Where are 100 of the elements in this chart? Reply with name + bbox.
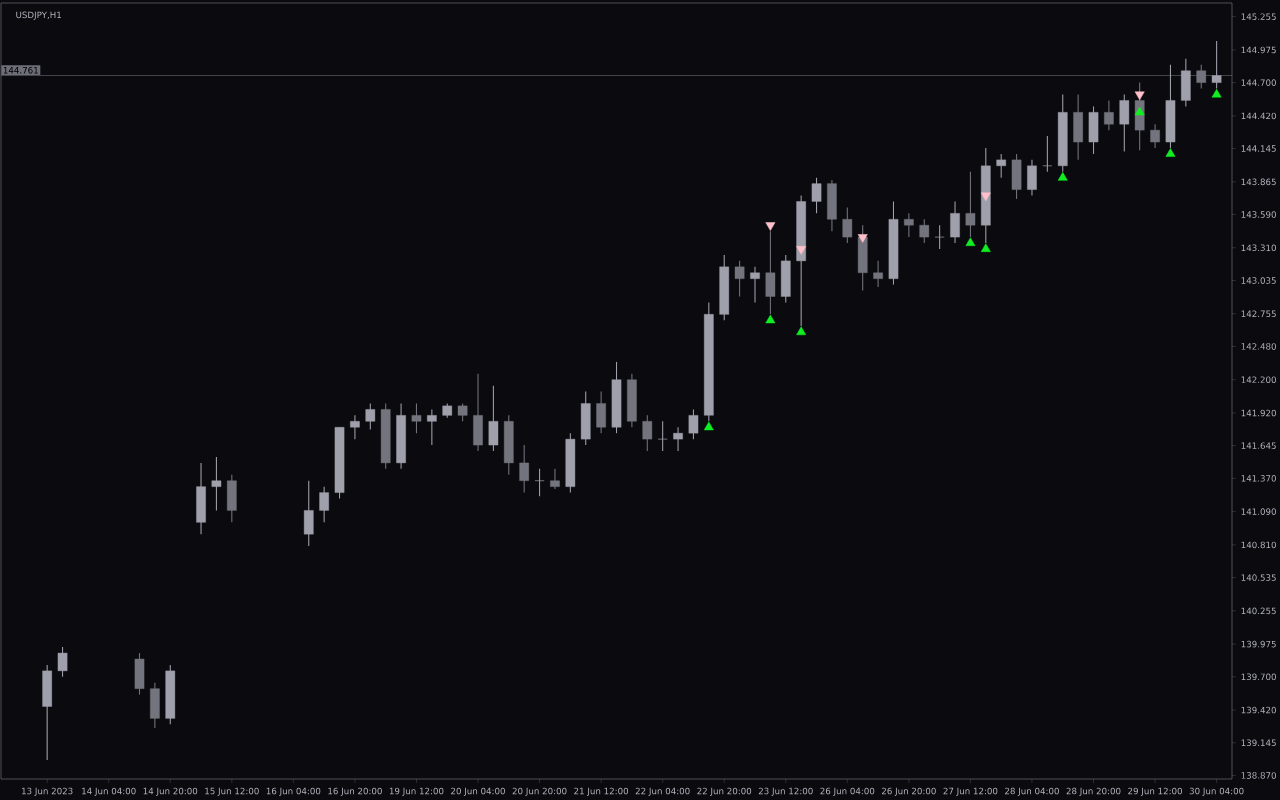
candlestick — [457, 402, 468, 422]
candlestick — [965, 171, 976, 238]
x-tick-label: 15 Jun 12:00 — [205, 787, 259, 796]
x-tick-label: 26 Jun 04:00 — [820, 787, 875, 796]
point — [703, 421, 714, 431]
point — [765, 314, 776, 324]
x-tick-label: 20 Jun 04:00 — [451, 787, 505, 796]
y-tick-label: 141.090 — [1241, 508, 1276, 515]
candlestick — [550, 468, 560, 490]
candlestick — [42, 664, 52, 761]
candlestick — [488, 385, 499, 452]
x-tick-label: 13 Jun 2023 — [22, 787, 73, 796]
point — [796, 326, 807, 336]
candlestick — [1119, 93, 1130, 153]
x-tick-label: 22 Jun 20:00 — [697, 787, 752, 796]
x-tick-label: 28 Jun 04:00 — [1005, 787, 1059, 796]
candlestick — [334, 426, 345, 500]
candlestick — [734, 260, 745, 298]
candlestick — [704, 301, 714, 422]
x-tick-label: 28 Jun 20:00 — [1066, 787, 1121, 796]
x-tick-label: 30 Jun 04:00 — [1189, 787, 1244, 796]
candlestick — [996, 153, 1007, 179]
candlestick — [1057, 93, 1068, 173]
candlestick — [688, 408, 699, 440]
candlestick — [888, 200, 899, 286]
candlestick — [411, 402, 422, 434]
x-tick-label: 20 Jun 20:00 — [512, 787, 567, 796]
candlestick — [1165, 64, 1176, 149]
candlestick — [1088, 105, 1099, 155]
y-tick-label: 144.145 — [1241, 145, 1276, 152]
y-tick-label: 138.870 — [1241, 772, 1276, 779]
x-tick-label: 14 Jun 04:00 — [82, 787, 136, 796]
candlestick — [519, 444, 529, 494]
y-tick-label: 145.255 — [1241, 13, 1276, 20]
x-tick-label: 29 Jun 12:00 — [1128, 787, 1183, 796]
candlestick — [750, 266, 760, 304]
point — [1134, 106, 1145, 116]
x-tick-label: 22 Jun 04:00 — [635, 787, 690, 796]
y-tick-label: 139.145 — [1241, 739, 1276, 747]
y-tick-label: 141.370 — [1241, 475, 1276, 482]
candlestick — [442, 402, 453, 419]
candlestick — [780, 254, 791, 304]
candlestick — [57, 646, 68, 678]
y-tick-label: 144.420 — [1241, 112, 1276, 120]
candlestick — [165, 664, 176, 725]
candlestick — [350, 414, 360, 440]
candlestick — [565, 432, 576, 494]
x-tick-label: 23 Jun 12:00 — [758, 787, 813, 796]
candlestick — [227, 474, 237, 523]
point — [1165, 148, 1176, 157]
y-tick-label: 140.810 — [1241, 541, 1276, 549]
point — [965, 237, 976, 246]
point — [1211, 88, 1222, 98]
candlestick — [719, 254, 730, 321]
x-tick-label: 27 Jun 12:00 — [943, 787, 998, 796]
candlestick — [765, 230, 776, 315]
candlestick — [134, 652, 145, 696]
candlestick — [380, 402, 391, 470]
y-tick-label: 143.035 — [1241, 277, 1276, 284]
ref-line-label: 144.761 — [3, 66, 38, 74]
candlestick — [534, 468, 545, 497]
y-tick-label: 143.865 — [1241, 178, 1276, 186]
candlestick — [503, 414, 514, 476]
candlestick — [919, 218, 930, 244]
candlestick — [365, 402, 376, 431]
y-tick-label: 144.700 — [1241, 79, 1276, 86]
point — [1057, 172, 1068, 181]
y-tick-label: 139.420 — [1241, 706, 1276, 714]
candlestick — [904, 212, 914, 238]
candlestick — [1011, 153, 1022, 200]
y-tick-label: 144.975 — [1241, 46, 1276, 54]
candlestick — [811, 177, 822, 214]
x-tick-label: 26 Jun 20:00 — [881, 787, 936, 796]
candlestick — [673, 426, 683, 452]
y-tick-label: 142.755 — [1241, 310, 1276, 318]
y-tick-label: 140.255 — [1241, 607, 1276, 615]
candlestick — [580, 391, 591, 446]
x-tick-label: 16 Jun 20:00 — [328, 787, 382, 796]
y-tick-label: 142.480 — [1241, 343, 1276, 350]
x-tick-label: 16 Jun 04:00 — [266, 787, 321, 796]
candlestick — [427, 408, 437, 446]
y-tick-label: 141.920 — [1241, 409, 1276, 417]
y-tick-label: 140.535 — [1241, 574, 1276, 581]
candlestick — [642, 414, 653, 452]
text: USDJPY,H1 — [16, 11, 61, 20]
y-tick-label: 143.590 — [1241, 211, 1276, 218]
candlestick — [1042, 135, 1053, 173]
candlestick — [934, 224, 945, 250]
candlestick — [211, 456, 222, 511]
candlestick — [857, 224, 868, 292]
y-tick-label: 141.645 — [1241, 442, 1276, 449]
candlestick — [657, 420, 668, 452]
point — [980, 243, 991, 252]
candlestick — [303, 480, 314, 547]
y-tick-label: 143.310 — [1241, 244, 1276, 252]
candlestick — [611, 361, 622, 434]
y-tick-label: 139.975 — [1241, 640, 1276, 648]
x-tick-label: 14 Jun 20:00 — [143, 787, 198, 796]
y-tick-label: 142.200 — [1241, 376, 1276, 383]
candlestick — [842, 206, 853, 244]
